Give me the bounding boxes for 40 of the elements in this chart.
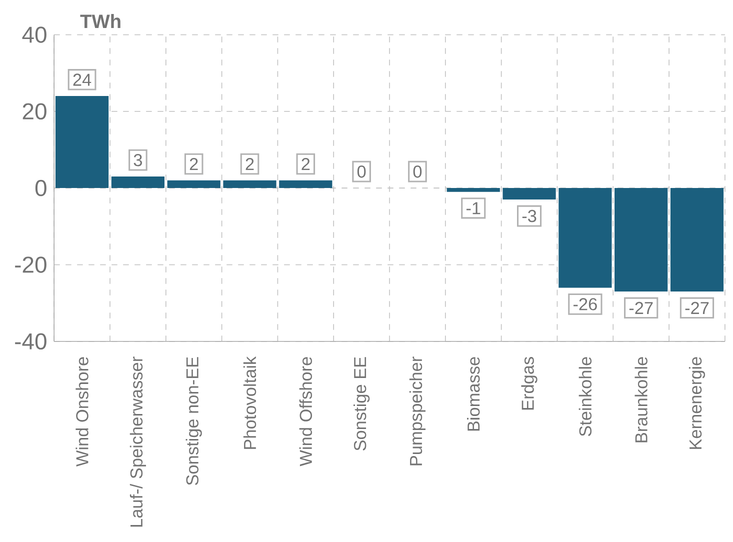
data-label: 3 xyxy=(134,154,142,166)
x-tick-label: Sonstige non-EE xyxy=(186,357,202,486)
x-tick-label: Wind Onshore xyxy=(76,357,88,466)
data-label: -3 xyxy=(522,210,536,222)
x-tick-label: Kernenergie xyxy=(688,357,706,449)
bar xyxy=(502,188,556,200)
data-label: 24 xyxy=(73,74,92,86)
x-tick-label: Sonstige EE xyxy=(354,357,370,450)
x-tick-label: Erdgas xyxy=(521,356,538,410)
data-label: 2 xyxy=(246,158,254,170)
data-label: 2 xyxy=(302,158,310,170)
bar xyxy=(558,188,612,288)
data-label: -27 xyxy=(685,302,709,314)
data-label: 0 xyxy=(357,165,366,178)
x-tick-label: Photovoltaik xyxy=(243,356,256,449)
data-label: 0 xyxy=(413,165,422,178)
x-tick-label: Lauf-/ Speicherwasser xyxy=(130,356,146,527)
y-tick-label: -20 xyxy=(15,256,46,273)
data-label: -1 xyxy=(466,202,480,214)
bar xyxy=(111,176,164,188)
bar xyxy=(670,188,724,292)
y-tick-label: 0 xyxy=(35,180,46,196)
x-tick-label: Pumpspeicher xyxy=(409,356,426,466)
bar xyxy=(279,180,332,188)
bar xyxy=(446,188,500,192)
bar xyxy=(167,180,220,188)
y-tick-label: 40 xyxy=(22,26,46,43)
x-tick-label: Steinkohle xyxy=(578,357,592,436)
data-label: 2 xyxy=(190,158,198,170)
x-tick-label: Biomasse xyxy=(467,357,480,431)
y-tick-label: -40 xyxy=(15,333,46,350)
data-label: -27 xyxy=(629,302,653,314)
x-tick-label: Wind Offshore xyxy=(299,357,312,466)
bar xyxy=(614,188,668,292)
y-axis-title: TWh xyxy=(80,14,120,28)
bar xyxy=(223,180,276,188)
data-label: -26 xyxy=(574,298,597,310)
y-tick-label: 20 xyxy=(22,103,46,120)
x-tick-label: Braunkohle xyxy=(634,357,648,442)
bar xyxy=(55,96,109,188)
